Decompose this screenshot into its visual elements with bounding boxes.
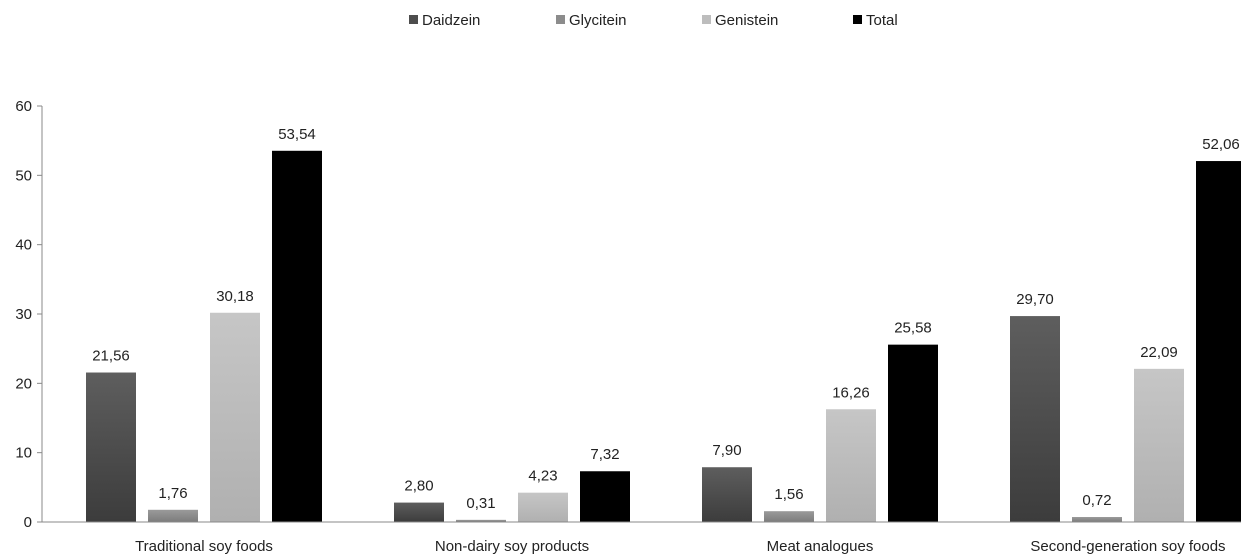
bar-glycitein-2 [764, 511, 814, 522]
bar-total-3 [1196, 161, 1241, 522]
bar-genistein-1 [518, 492, 568, 522]
y-tick-label: 0 [24, 514, 32, 531]
x-category-label: Traditional soy foods [135, 538, 273, 554]
data-label-glycitein-2: 1,56 [774, 486, 803, 503]
data-labels: 21,56 1,76 30,18 53,54 2,80 0,31 4,23 7,32 7,90 1… [92, 126, 1240, 512]
data-label-total-2: 25,58 [894, 320, 932, 337]
bar-glycitein-0 [148, 509, 198, 522]
data-label-glycitein-0: 1,76 [158, 485, 187, 502]
legend-swatch-total [853, 15, 862, 24]
data-label-total-1: 7,32 [590, 446, 619, 463]
x-category-label: Meat analogues [767, 538, 874, 554]
y-tick-label: 20 [15, 375, 32, 392]
data-label-daidzein-2: 7,90 [712, 442, 741, 459]
y-tick-label: 10 [15, 445, 32, 462]
bar-glycitein-1 [456, 519, 506, 522]
bars [86, 150, 1241, 522]
bar-daidzein-0 [86, 372, 136, 522]
y-tick-label: 50 [15, 167, 32, 184]
bar-total-1 [580, 471, 630, 522]
x-category-label: Second-generation soy foods [1030, 538, 1225, 554]
bar-daidzein-2 [702, 467, 752, 522]
data-label-daidzein-1: 2,80 [404, 478, 433, 495]
data-label-genistein-1: 4,23 [528, 468, 557, 485]
data-label-daidzein-3: 29,70 [1016, 291, 1054, 308]
bar-daidzein-3 [1010, 316, 1060, 522]
bar-total-2 [888, 344, 938, 522]
legend-swatch-daidzein [409, 15, 418, 24]
bar-genistein-3 [1134, 368, 1184, 522]
y-tick-label: 60 [15, 98, 32, 115]
data-label-total-3: 52,06 [1202, 136, 1240, 153]
data-label-genistein-0: 30,18 [216, 288, 254, 305]
bar-genistein-2 [826, 409, 876, 522]
data-label-glycitein-1: 0,31 [466, 495, 495, 512]
y-tick-label: 30 [15, 306, 32, 323]
y-axis: 0 10 20 30 40 50 60 [15, 98, 43, 531]
y-tick-label: 40 [15, 237, 32, 254]
legend-label-genistein: Genistein [715, 12, 778, 29]
legend-label-glycitein: Glycitein [569, 12, 627, 29]
data-label-total-0: 53,54 [278, 126, 316, 143]
x-category-label: Non-dairy soy products [435, 538, 589, 554]
legend: Daidzein Glycitein Genistein Total [409, 12, 898, 29]
bar-total-0 [272, 150, 322, 522]
data-label-genistein-3: 22,09 [1140, 344, 1178, 361]
x-axis: Traditional soy foods Non-dairy soy produ… [42, 521, 1241, 554]
data-label-genistein-2: 16,26 [832, 384, 870, 401]
bar-daidzein-1 [394, 502, 444, 522]
data-label-glycitein-3: 0,72 [1082, 492, 1111, 509]
legend-label-total: Total [866, 12, 898, 29]
data-label-daidzein-0: 21,56 [92, 348, 130, 365]
legend-swatch-genistein [702, 15, 711, 24]
bar-genistein-0 [210, 312, 260, 522]
legend-label-daidzein: Daidzein [422, 12, 480, 29]
bar-glycitein-3 [1072, 517, 1122, 522]
legend-swatch-glycitein [556, 15, 565, 24]
